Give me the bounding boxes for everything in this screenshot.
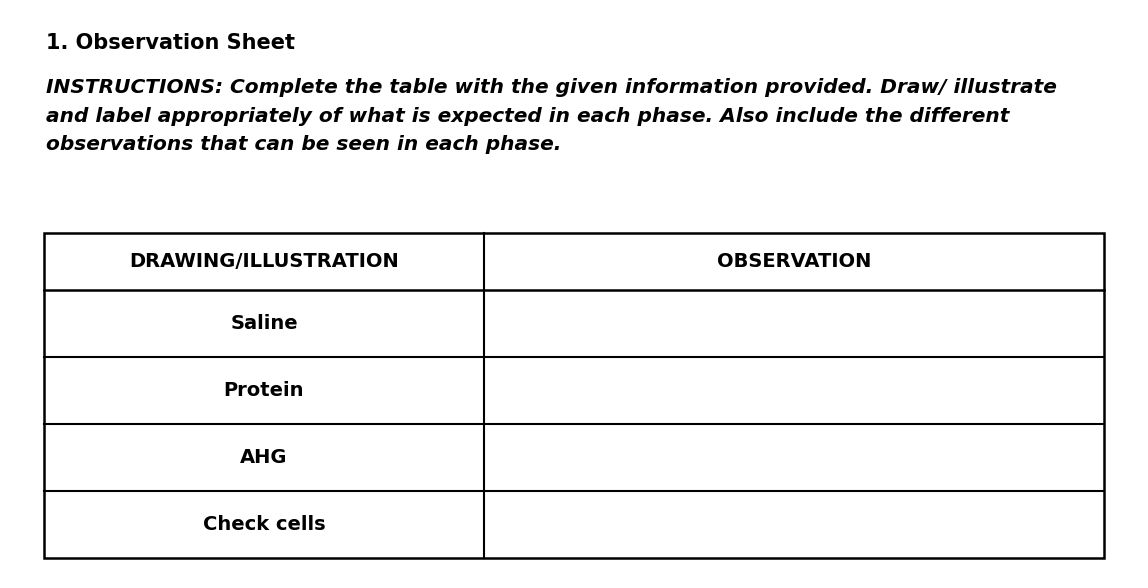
Text: Saline: Saline — [230, 314, 297, 333]
Text: Protein: Protein — [224, 381, 304, 400]
Text: 1. Observation Sheet: 1. Observation Sheet — [46, 33, 295, 53]
Bar — [44, 233, 1104, 558]
Text: Check cells: Check cells — [203, 515, 325, 534]
Text: DRAWING/ILLUSTRATION: DRAWING/ILLUSTRATION — [129, 252, 398, 271]
Text: AHG: AHG — [240, 448, 288, 467]
Text: OBSERVATION: OBSERVATION — [716, 252, 871, 271]
Text: INSTRUCTIONS: Complete the table with the given information provided. Draw/ illu: INSTRUCTIONS: Complete the table with th… — [46, 78, 1057, 155]
